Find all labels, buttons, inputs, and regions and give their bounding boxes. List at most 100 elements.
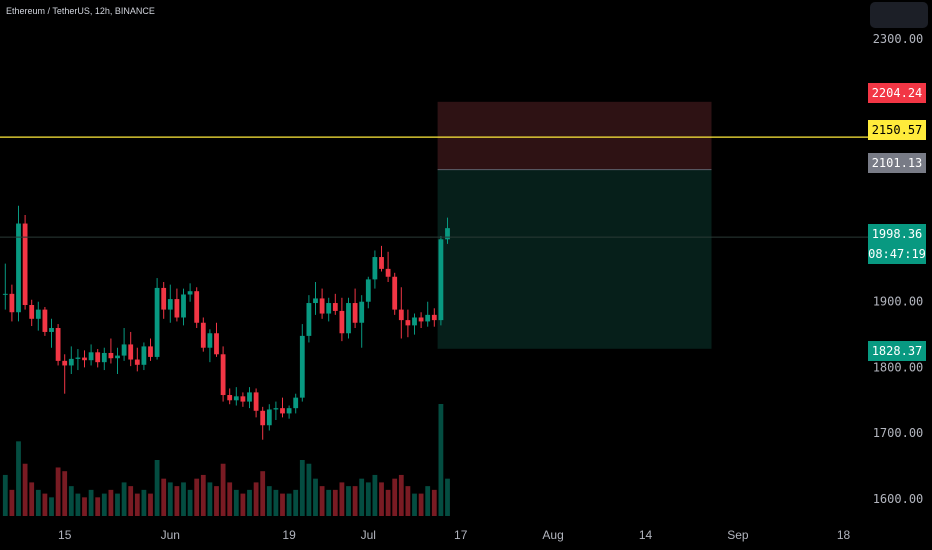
- candle-body: [273, 408, 279, 410]
- candle-body: [385, 268, 391, 277]
- volume-bar: [352, 486, 358, 516]
- volume-bar: [128, 486, 134, 516]
- candle-body: [220, 354, 226, 396]
- candle-body: [174, 299, 180, 318]
- candle-body: [108, 352, 114, 359]
- candle-body: [9, 293, 15, 313]
- candle-body: [332, 303, 338, 311]
- candle-body: [141, 346, 147, 365]
- candle-body: [339, 310, 345, 334]
- candle-body: [154, 287, 160, 357]
- volume-bar: [299, 460, 305, 516]
- volume-bar: [339, 482, 345, 516]
- x-tick-label: Jun: [161, 528, 180, 542]
- x-tick-label: 15: [58, 528, 72, 542]
- candle-body: [128, 344, 134, 360]
- x-tick-label: 17: [454, 528, 468, 542]
- x-tick-label: 14: [639, 528, 653, 542]
- candle-body: [372, 257, 378, 280]
- volume-bar: [200, 474, 206, 516]
- volume-bar: [42, 493, 48, 516]
- volume-bar: [187, 489, 193, 516]
- candle-body: [352, 303, 358, 323]
- y-tick-label: 1700.00: [873, 426, 924, 440]
- candle-body: [2, 293, 8, 295]
- last-price-label: 1998.36: [871, 227, 923, 241]
- candle-body: [365, 279, 371, 302]
- candle-body: [55, 328, 61, 361]
- volume-bar: [273, 489, 279, 516]
- candle-body: [253, 392, 259, 411]
- volume-bar: [49, 497, 54, 516]
- volume-bar: [280, 493, 285, 516]
- bar-countdown-label: 08:47:19: [868, 247, 926, 261]
- volume-bar: [412, 493, 417, 516]
- volume-bar: [365, 482, 371, 516]
- volume-bar: [181, 482, 186, 516]
- volume-bar: [247, 489, 252, 516]
- volume-bar: [121, 482, 127, 516]
- candle-body: [16, 223, 21, 313]
- candle-body: [379, 257, 384, 269]
- candle-body: [319, 298, 325, 314]
- volume-bar: [22, 463, 28, 516]
- candle-body: [167, 299, 173, 310]
- candle-body: [42, 309, 48, 332]
- y-tick-label: 2300.00: [873, 32, 924, 46]
- candle-body: [233, 396, 239, 401]
- y-axis: 2300.00 1900.00 1800.00 1700.00 1600.00: [873, 32, 924, 506]
- volume-bar: [101, 493, 107, 516]
- toolbar-widget[interactable]: [870, 2, 928, 28]
- candle-body: [95, 352, 101, 363]
- candle-body: [88, 352, 94, 361]
- candle-body: [346, 303, 351, 334]
- volume-bar: [154, 460, 160, 516]
- price-lines[interactable]: [0, 136, 868, 238]
- candle-body: [75, 357, 81, 359]
- volume-bar: [29, 482, 35, 516]
- candle-body: [121, 344, 127, 356]
- volume-bar: [68, 486, 74, 516]
- volume-bar: [167, 482, 173, 516]
- volume-bar: [220, 463, 226, 516]
- volume-bar: [266, 486, 272, 516]
- candle-body: [299, 335, 305, 398]
- volume-bar: [2, 474, 8, 516]
- take-profit-zone: [437, 169, 712, 349]
- candle-body: [359, 301, 365, 323]
- volume-bar: [306, 463, 312, 516]
- candle-body: [207, 333, 213, 348]
- volume-bar: [253, 482, 259, 516]
- candle-body: [214, 333, 219, 355]
- volume-bar: [293, 489, 299, 516]
- candle-body: [200, 322, 206, 348]
- volume-bar: [326, 489, 332, 516]
- candle-body: [405, 320, 411, 326]
- horizontal-line-price-tag: 2150.57: [868, 120, 926, 140]
- stop-loss-zone: [437, 101, 712, 170]
- candle-body: [101, 352, 107, 363]
- x-tick-label: Sep: [727, 528, 749, 542]
- volume-bar: [9, 489, 15, 516]
- volume-bar: [115, 493, 120, 516]
- volume-bar: [392, 478, 398, 516]
- volume-bar: [438, 404, 444, 516]
- candle-body: [227, 395, 233, 401]
- candle-body: [412, 317, 417, 326]
- candle-body: [280, 408, 285, 414]
- volume-bar: [313, 478, 318, 516]
- entry-price-tag: 2101.13: [868, 153, 926, 173]
- candle-body: [247, 392, 252, 402]
- volume-bar: [346, 486, 351, 516]
- volume-bar: [372, 474, 378, 516]
- volume-bar: [16, 441, 21, 516]
- short-position-tool[interactable]: [437, 101, 712, 349]
- candle-body: [194, 291, 200, 323]
- candle-body: [22, 223, 28, 306]
- volume-bar: [35, 489, 41, 516]
- candle-body: [49, 328, 54, 332]
- symbol-title: Ethereum / TetherUS, 12h, BINANCE: [6, 6, 155, 16]
- volume-bar: [332, 489, 338, 516]
- volume-bar: [75, 493, 81, 516]
